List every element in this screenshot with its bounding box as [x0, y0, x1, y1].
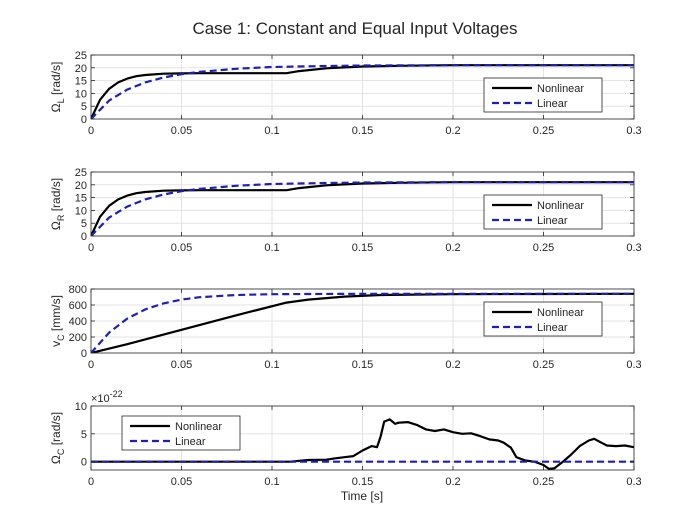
- y-tick-label: 0: [81, 457, 87, 469]
- y-tick-label: 25: [75, 167, 87, 179]
- y-tick-label: 0: [81, 231, 87, 243]
- x-tick-label: 0.3: [626, 476, 641, 488]
- x-tick-label: 0.1: [264, 476, 279, 488]
- legend-label-linear: Linear: [175, 436, 206, 448]
- y-axis-label: vC [mm/s]: [49, 295, 66, 347]
- y-exponent-label: ×10-22: [91, 389, 123, 405]
- x-tick-label: 0.2: [445, 359, 460, 371]
- series-line-linear: [91, 64, 634, 119]
- series-line-linear: [91, 292, 634, 353]
- y-tick-label: 25: [75, 50, 87, 62]
- x-tick-label: 0.25: [533, 476, 554, 488]
- x-tick-label: 0.2: [445, 125, 460, 137]
- x-tick-label: 0.2: [445, 476, 460, 488]
- x-tick-label: 0.25: [533, 359, 554, 371]
- y-tick-label: 10: [75, 401, 87, 413]
- y-tick-label: 20: [75, 63, 87, 75]
- legend: Nonlinear Linear: [483, 194, 603, 230]
- series-line-nonlinear: [91, 64, 634, 119]
- y-axis-label: ΩC [rad/s]: [49, 412, 66, 464]
- legend-label-linear: Linear: [537, 215, 568, 227]
- x-tick-label: 0: [88, 359, 94, 371]
- y-axis-label: ΩR [rad/s]: [49, 178, 66, 230]
- x-tick-label: 0: [88, 476, 94, 488]
- x-tick-label: 0.3: [626, 125, 641, 137]
- x-tick-label: 0.3: [626, 242, 641, 254]
- legend-box: [483, 77, 603, 113]
- legend-label-nonlinear: Nonlinear: [537, 307, 584, 319]
- x-tick-label: 0.05: [171, 125, 192, 137]
- x-tick-label: 0.1: [264, 359, 279, 371]
- x-tick-label: 0.15: [352, 476, 373, 488]
- x-tick-label: 0: [88, 125, 94, 137]
- legend-label-nonlinear: Nonlinear: [537, 83, 584, 95]
- x-tick-label: 0.25: [533, 125, 554, 137]
- legend-box: [483, 301, 603, 337]
- legend: Nonlinear Linear: [483, 77, 603, 113]
- x-tick-label: 0.05: [171, 242, 192, 254]
- x-tick-label: 0.1: [264, 125, 279, 137]
- legend-box: [121, 415, 241, 451]
- legend-label-linear: Linear: [537, 98, 568, 110]
- y-tick-label: 400: [69, 316, 87, 328]
- y-tick-label: 600: [69, 300, 87, 312]
- y-tick-label: 200: [69, 332, 87, 344]
- subplot-4: 0 0.05 0.1 0.15 0.2 0.25 0.3 0 5 10 ×10-22 ΩC [rad/…: [49, 389, 642, 488]
- y-tick-label: 5: [81, 218, 87, 230]
- legend: Nonlinear Linear: [483, 301, 603, 337]
- series-line-linear: [91, 181, 634, 236]
- x-tick-label: 0.05: [171, 359, 192, 371]
- x-tick-label: 0.3: [626, 359, 641, 371]
- y-tick-label: 10: [75, 88, 87, 100]
- x-axis-label: Time [s]: [341, 489, 383, 503]
- y-tick-label: 10: [75, 205, 87, 217]
- legend-label-nonlinear: Nonlinear: [537, 200, 584, 212]
- x-tick-label: 0: [88, 242, 94, 254]
- legend-label-nonlinear: Nonlinear: [175, 421, 222, 433]
- y-tick-label: 0: [81, 348, 87, 360]
- x-tick-label: 0.15: [352, 125, 373, 137]
- y-tick-label: 5: [81, 429, 87, 441]
- y-tick-label: 5: [81, 101, 87, 113]
- legend-box: [483, 194, 603, 230]
- x-tick-label: 0.15: [352, 359, 373, 371]
- legend-label-linear: Linear: [537, 322, 568, 334]
- figure-title: Case 1: Constant and Equal Input Voltage…: [192, 19, 517, 38]
- x-tick-label: 0.25: [533, 242, 554, 254]
- x-tick-label: 0.2: [445, 242, 460, 254]
- x-tick-label: 0.1: [264, 242, 279, 254]
- series-line-nonlinear: [91, 181, 634, 236]
- y-tick-label: 15: [75, 193, 87, 205]
- y-tick-label: 800: [69, 284, 87, 296]
- y-tick-label: 15: [75, 76, 87, 88]
- y-axis-label: ΩL [rad/s]: [49, 62, 66, 113]
- x-tick-label: 0.05: [171, 476, 192, 488]
- x-tick-label: 0.15: [352, 242, 373, 254]
- y-tick-label: 0: [81, 114, 87, 126]
- series-line-nonlinear: [91, 418, 634, 470]
- y-tick-label: 20: [75, 180, 87, 192]
- legend: Nonlinear Linear: [121, 415, 241, 451]
